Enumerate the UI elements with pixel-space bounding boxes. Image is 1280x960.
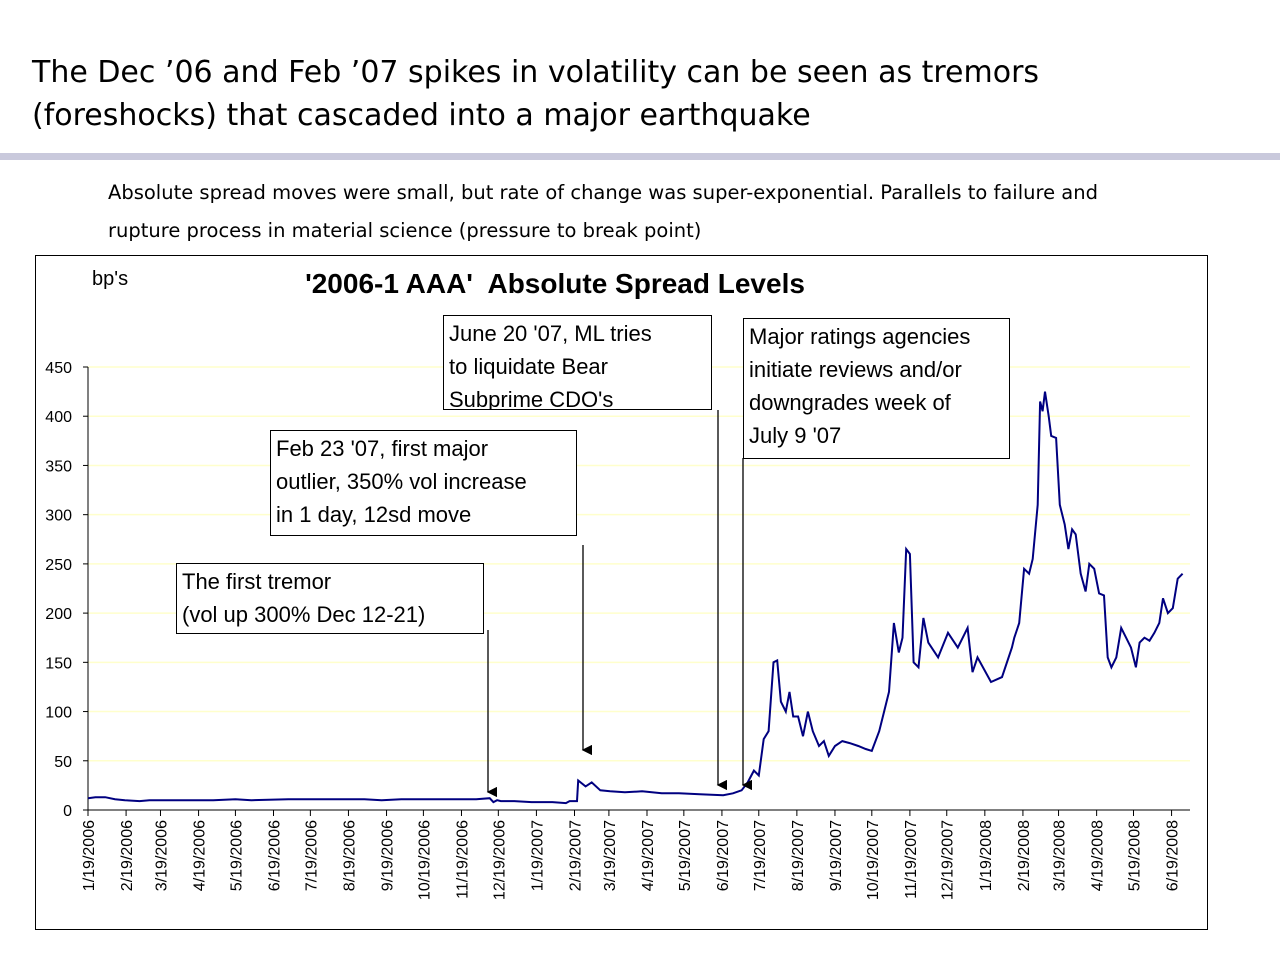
- x-tick-label: 8/19/2007: [790, 820, 807, 891]
- x-tick-label: 10/19/2007: [865, 820, 882, 900]
- x-tick-label: 8/19/2006: [341, 820, 358, 891]
- plot: 0 50 100 150 200 250 300 350 400 450 1/19/2006 2/19…: [45, 360, 1190, 900]
- x-tick-label: 12/19/2007: [940, 820, 957, 900]
- y-tick-label: 150: [45, 655, 72, 672]
- y-axis-label: bp's: [92, 268, 128, 290]
- annotation-text: initiate reviews and/or: [749, 357, 962, 382]
- x-tick-label: 1/19/2007: [529, 820, 546, 891]
- y-tick-label: 0: [63, 803, 72, 820]
- annotation-box: [176, 563, 484, 634]
- data-line: [87, 391, 1184, 805]
- x-tick-label: 5/19/2007: [677, 820, 694, 891]
- x-tick-label: 6/19/2006: [267, 820, 284, 891]
- x-tick-label: 6/19/2007: [715, 820, 732, 891]
- x-tick-label: 2/19/2008: [1016, 820, 1033, 891]
- subtitle: Absolute spread moves were small, but ra…: [108, 181, 1098, 204]
- x-tick-label: 4/19/2006: [192, 820, 209, 891]
- y-tick-label: 450: [45, 360, 72, 377]
- annotation-text: (vol up 300% Dec 12-21): [182, 602, 425, 627]
- annotation-text: The first tremor: [182, 569, 331, 594]
- x-tick-label: 6/19/2008: [1165, 820, 1182, 891]
- x-tick-label: 9/19/2007: [828, 820, 845, 891]
- annotation-box: [270, 430, 577, 536]
- x-tick-label: 2/19/2007: [568, 820, 585, 891]
- annotation-text: July 9 '07: [749, 423, 841, 448]
- x-tick-label: 5/19/2006: [228, 820, 245, 891]
- annotation-text: Feb 23 '07, first major: [276, 436, 488, 461]
- slide-title: (foreshocks) that cascaded into a major …: [32, 98, 811, 133]
- x-tick-label: 10/19/2006: [416, 820, 433, 900]
- x-tick-label: 4/19/2007: [640, 820, 657, 891]
- x-tick-label: 4/19/2008: [1090, 820, 1107, 891]
- annotation-text: June 20 '07, ML tries: [449, 321, 652, 346]
- annotation-text: Major ratings agencies: [749, 324, 970, 349]
- x-tick-label: 11/19/2007: [903, 820, 920, 899]
- x-tick-label: 7/19/2007: [752, 820, 769, 891]
- annotations: The first tremor (vol up 300% Dec 12-21) F…: [176, 315, 1010, 798]
- annotation-box: [743, 318, 1010, 459]
- x-tick-label: 1/19/2006: [81, 820, 98, 891]
- x-tick-label: 2/19/2006: [119, 820, 136, 891]
- y-tick-label: 50: [54, 754, 72, 771]
- x-tick-label: 12/19/2006: [491, 820, 508, 900]
- y-tick-label: 400: [45, 409, 72, 426]
- y-tick-label: 300: [45, 508, 72, 525]
- annotation-text: downgrades week of: [749, 390, 952, 415]
- y-tick-label: 350: [45, 458, 72, 475]
- x-tick-label: 3/19/2008: [1052, 820, 1069, 891]
- x-tick-label: 5/19/2008: [1126, 820, 1143, 891]
- chart-title: '2006-1 AAA' Absolute Spread Levels: [305, 268, 805, 299]
- separator: [0, 153, 1280, 160]
- x-tick-label: 3/19/2007: [602, 820, 619, 891]
- x-tick-label: 9/19/2006: [380, 820, 397, 891]
- x-tick-label: 7/19/2006: [303, 820, 320, 891]
- annotation-text: to liquidate Bear: [449, 354, 608, 379]
- y-tick-label: 250: [45, 557, 72, 574]
- x-tick-label: 3/19/2006: [153, 820, 170, 891]
- annotation-text: Subprime CDO's: [449, 387, 613, 412]
- annotation-text: in 1 day, 12sd move: [276, 502, 471, 527]
- annotation-box: [443, 315, 712, 410]
- annotation-text: outlier, 350% vol increase: [276, 469, 527, 494]
- y-tick-label: 100: [45, 705, 72, 722]
- x-tick-label: 11/19/2006: [454, 820, 471, 899]
- x-tick-label: 1/19/2008: [978, 820, 995, 891]
- slide-title: The Dec ’06 and Feb ’07 spikes in volati…: [31, 55, 1039, 90]
- annotation: June 20 '07, ML tries to liquidate Bear Su…: [449, 321, 652, 412]
- subtitle: rupture process in material science (pre…: [108, 219, 701, 242]
- y-tick-label: 200: [45, 606, 72, 623]
